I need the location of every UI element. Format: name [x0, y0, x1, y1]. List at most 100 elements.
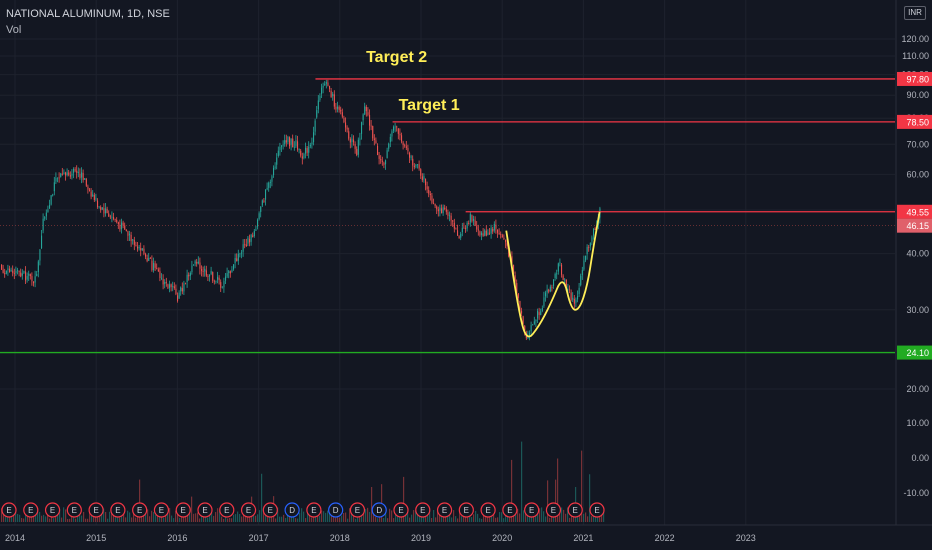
volume-bar — [261, 473, 263, 522]
candle-body — [341, 112, 343, 117]
volume-bar — [177, 512, 179, 522]
candle-body — [577, 296, 579, 300]
volume-bar — [497, 517, 499, 522]
event-marker — [502, 502, 518, 518]
volume-bar — [341, 515, 343, 522]
volume-bar — [311, 517, 313, 522]
candle-body — [39, 249, 41, 261]
candle-body — [185, 283, 187, 285]
volume-bar — [417, 511, 419, 522]
candle-body — [276, 157, 278, 165]
candle-body — [261, 200, 263, 206]
volume-bar — [19, 514, 21, 522]
candle-body — [58, 177, 60, 179]
volume-bar — [389, 508, 391, 522]
volume-bar — [265, 514, 267, 522]
volume-tick-label: 0.00 — [911, 453, 929, 463]
candle-body — [225, 276, 227, 281]
candle-body — [121, 222, 123, 230]
volume-bar — [323, 511, 325, 522]
candle-body — [561, 264, 563, 275]
volume-bar — [75, 518, 77, 522]
time-tick-label: 2017 — [249, 533, 269, 543]
volume-tick-label: -10.00 — [903, 488, 929, 498]
volume-bar — [73, 517, 75, 522]
candle-body — [33, 281, 35, 284]
volume-bar — [87, 518, 89, 522]
volume-bar — [561, 507, 563, 522]
volume-bar — [437, 511, 439, 522]
volume-bar — [429, 510, 431, 522]
candle-body — [529, 333, 531, 336]
event-marker — [545, 502, 562, 518]
candle-body — [559, 262, 561, 264]
candle-body — [517, 293, 519, 298]
event-marker-label: E — [464, 506, 469, 515]
event-marker-label: E — [72, 506, 77, 515]
candle-body — [437, 209, 439, 212]
candle-body — [188, 274, 190, 277]
candle-body — [165, 282, 167, 283]
candle-body — [551, 287, 553, 288]
candle-body — [429, 193, 431, 196]
volume-bar — [431, 517, 433, 522]
volume-bar — [367, 507, 369, 522]
volume-bar — [479, 518, 481, 522]
candle-body — [514, 275, 516, 282]
volume-bar — [243, 514, 245, 522]
candle-body — [218, 277, 220, 281]
candle-body — [300, 150, 302, 156]
volume-bar — [85, 518, 87, 522]
volume-bar — [297, 518, 299, 522]
volume-bar — [591, 516, 593, 522]
candle-body — [489, 232, 491, 234]
event-marker-label: E — [529, 506, 534, 515]
candle-body — [469, 214, 471, 223]
time-tick-label: 2016 — [167, 533, 187, 543]
event-marker-label: E — [224, 506, 229, 515]
volume-bar — [567, 507, 569, 522]
candle-body — [554, 273, 556, 279]
symbol-title: NATIONAL ALUMINUM, 1D, NSE — [6, 8, 170, 20]
candle-body — [13, 273, 15, 274]
candle-body — [93, 195, 95, 200]
volume-bar — [197, 512, 199, 522]
candle-body — [260, 206, 262, 212]
candle-body — [391, 131, 393, 137]
event-marker-label: E — [573, 506, 578, 515]
volume-bar — [521, 441, 523, 522]
candle-body — [513, 264, 515, 274]
volume-bar — [235, 514, 237, 522]
volume-bar — [283, 514, 285, 522]
candle-body — [223, 281, 225, 288]
candle-body — [26, 276, 28, 280]
level-price-label: 78.50 — [906, 117, 929, 127]
candle-body — [401, 135, 403, 142]
volume-bar — [477, 513, 479, 522]
volume-bar — [105, 511, 107, 522]
candle-body — [569, 289, 571, 291]
candle-body — [167, 284, 169, 289]
candle-body — [181, 288, 183, 292]
volume-bar — [531, 517, 533, 522]
candle-body — [109, 216, 111, 218]
candle-body — [81, 172, 83, 178]
event-marker — [240, 502, 257, 518]
candle-body — [546, 289, 548, 293]
volume-bar — [281, 516, 283, 522]
event-marker — [1, 502, 17, 518]
candle-body — [290, 138, 292, 145]
event-marker-label: E — [420, 506, 425, 515]
volume-bar — [131, 517, 133, 522]
volume-bar — [3, 514, 5, 522]
candle-body — [236, 258, 238, 262]
candle-body — [239, 253, 241, 255]
event-marker-label: E — [594, 506, 599, 515]
candle-body — [199, 262, 201, 269]
volume-bar — [503, 518, 505, 522]
candle-body — [434, 204, 436, 206]
volume-bar — [589, 474, 591, 522]
candle-body — [370, 125, 372, 127]
currency-badge[interactable]: INR — [904, 6, 926, 20]
